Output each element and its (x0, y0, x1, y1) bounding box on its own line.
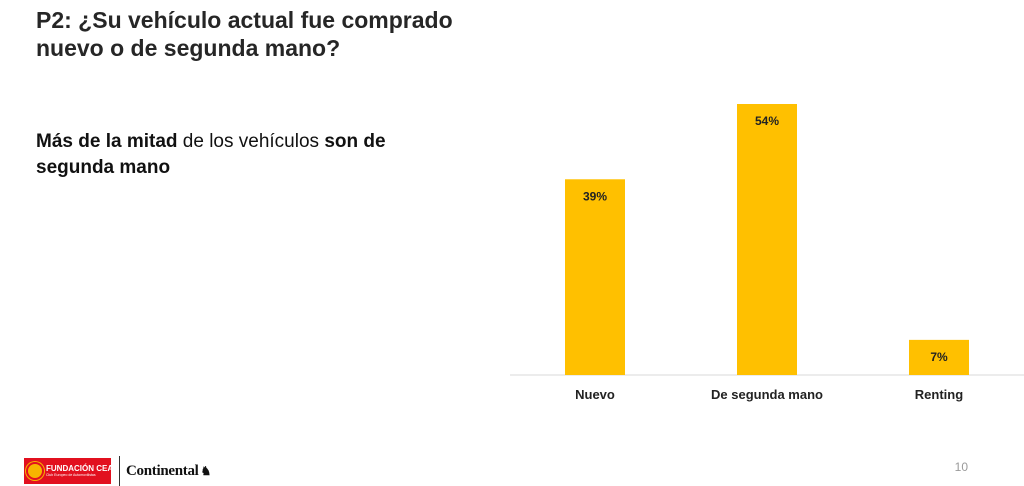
bar-1 (565, 179, 625, 375)
logo-divider (119, 456, 120, 486)
continental-wordmark: Continental (126, 462, 199, 479)
bar-2 (737, 104, 797, 375)
horse-icon: ♞ (200, 463, 212, 478)
category-label-2: De segunda mano (711, 387, 823, 402)
sun-icon (28, 464, 42, 478)
subtitle-regular: de los vehículos (177, 131, 325, 152)
footer-logos: FUNDACIÓN CEA Club Europeo de Automovili… (24, 456, 211, 486)
page-number: 10 (954, 460, 968, 474)
data-label-2: 54% (755, 114, 779, 128)
slide-title: P2: ¿Su vehículo actual fue comprado nue… (36, 7, 453, 61)
fcea-name: FUNDACIÓN CEA (46, 463, 114, 473)
continental-logo: Continental ♞ (126, 463, 211, 480)
slide-subtitle: Más de la mitad de los vehículos son de … (36, 129, 416, 181)
data-label-1: 39% (583, 189, 607, 203)
category-label-1: Nuevo (575, 387, 615, 402)
fcea-tagline: Club Europeo de Automovilistas (46, 472, 96, 477)
subtitle-bold-2: son de segunda mano (36, 131, 386, 178)
bar-3 (909, 339, 969, 375)
fundacion-cea-logo: FUNDACIÓN CEA Club Europeo de Automovili… (24, 458, 114, 484)
subtitle-bold-1: Más de la mitad (36, 131, 178, 152)
category-label-3: Renting (915, 387, 963, 402)
data-label-3: 7% (930, 350, 948, 364)
